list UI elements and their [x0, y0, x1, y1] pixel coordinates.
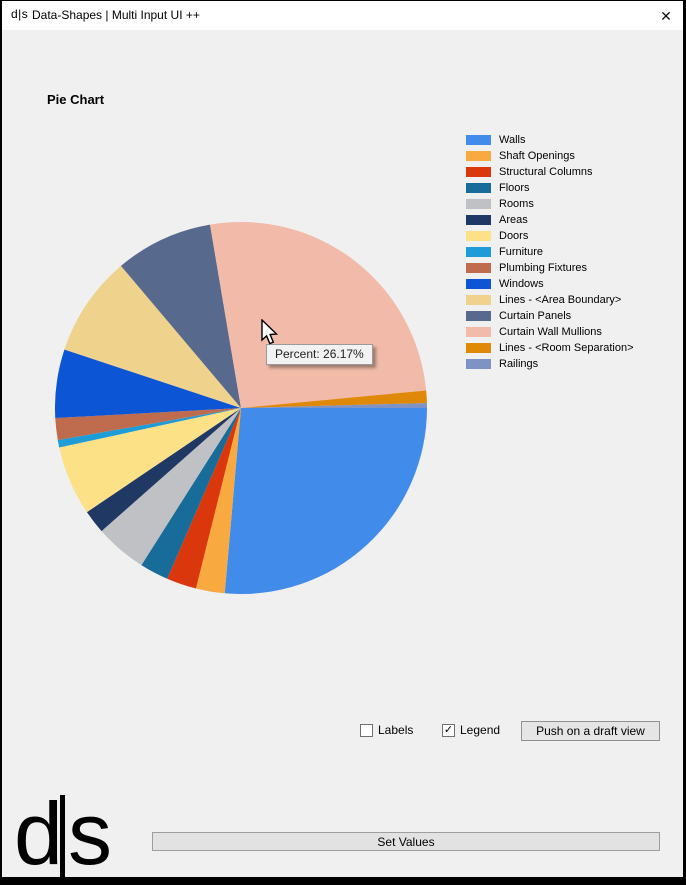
legend-swatch: [466, 295, 491, 305]
legend-swatch: [466, 343, 491, 353]
pie-slice-railings[interactable]: [241, 403, 427, 408]
title-bar: d|s Data-Shapes | Multi Input UI ++ ✕: [2, 1, 683, 30]
pie-slice-curtain-wall-mullions[interactable]: [210, 222, 427, 408]
pie-slice-plumbing-fixtures[interactable]: [55, 408, 241, 441]
pie-chart: [55, 222, 427, 594]
labels-checkbox-label: Labels: [378, 723, 414, 737]
main-content: Pie Chart Walls Shaft Openings Structural …: [2, 30, 683, 885]
legend-item: Curtain Panels: [466, 308, 676, 324]
legend-label: Curtain Panels: [499, 310, 572, 322]
legend-swatch: [466, 247, 491, 257]
legend-checkbox-label: Legend: [460, 723, 501, 737]
legend-item: Plumbing Fixtures: [466, 260, 676, 276]
labels-checkbox[interactable]: Labels: [360, 723, 413, 737]
legend-item: Curtain Wall Mullions: [466, 324, 676, 340]
legend-swatch: [466, 359, 491, 369]
legend-label: Rooms: [499, 198, 534, 210]
legend-swatch: [466, 279, 491, 289]
legend-label: Lines - <Room Separation>: [499, 342, 634, 354]
tooltip-text: Percent: 26.17%: [275, 347, 364, 361]
pie-slice-lines-area-boundary[interactable]: [64, 265, 242, 408]
pie-chart-area: [55, 222, 427, 594]
page-title: Pie Chart: [47, 92, 105, 107]
legend-label: Lines - <Area Boundary>: [499, 294, 622, 306]
legend-checkbox[interactable]: ✓ Legend: [442, 723, 500, 737]
legend-swatch: [466, 199, 491, 209]
pie-slice-rooms[interactable]: [101, 408, 241, 566]
legend-item: Floors: [466, 180, 676, 196]
legend-item: Railings: [466, 356, 676, 372]
legend-checkbox-box[interactable]: ✓: [442, 723, 455, 737]
legend-swatch: [466, 167, 491, 177]
legend-swatch: [466, 135, 491, 145]
logo-letter-d: d: [14, 784, 63, 883]
window-bottom-edge: [0, 877, 686, 885]
pie-slice-structural-columns[interactable]: [167, 408, 241, 589]
legend-label: Railings: [499, 358, 539, 370]
legend-item: Lines - <Area Boundary>: [466, 292, 676, 308]
legend-swatch: [466, 183, 491, 193]
legend-swatch: [466, 311, 491, 321]
legend-item: Areas: [466, 212, 676, 228]
push-draft-view-button[interactable]: Push on a draft view: [521, 721, 660, 741]
chart-legend: Walls Shaft Openings Structural Columns Flo…: [466, 132, 676, 372]
legend-item: Furniture: [466, 244, 676, 260]
pie-slice-curtain-panels[interactable]: [120, 224, 241, 408]
legend-swatch: [466, 263, 491, 273]
pie-slice-walls[interactable]: [224, 408, 427, 594]
legend-item: Rooms: [466, 196, 676, 212]
pie-slice-areas[interactable]: [86, 408, 241, 532]
legend-item: Shaft Openings: [466, 148, 676, 164]
labels-checkbox-box[interactable]: [360, 723, 373, 737]
window-title: Data-Shapes | Multi Input UI ++: [32, 8, 200, 22]
legend-label: Structural Columns: [499, 166, 593, 178]
legend-swatch: [466, 215, 491, 225]
legend-label: Furniture: [499, 246, 544, 258]
legend-label: Shaft Openings: [499, 150, 575, 162]
pie-slice-lines-room-separation[interactable]: [241, 390, 427, 409]
pie-slice-furniture[interactable]: [57, 408, 241, 448]
legend-label: Doors: [499, 230, 529, 242]
app-icon: d|s: [11, 7, 29, 21]
tooltip: Percent: 26.17%: [266, 344, 373, 365]
legend-item: Walls: [466, 132, 676, 148]
legend-label: Windows: [499, 278, 544, 290]
legend-label: Plumbing Fixtures: [499, 262, 588, 274]
pie-slice-floors[interactable]: [141, 408, 241, 579]
legend-swatch: [466, 231, 491, 241]
logo-letter-s: s: [68, 784, 112, 883]
logo-pipe: [60, 795, 65, 885]
legend-swatch: [466, 151, 491, 161]
data-shapes-logo: d s: [14, 790, 134, 885]
legend-item: Lines - <Room Separation>: [466, 340, 676, 356]
pie-slice-doors[interactable]: [59, 408, 241, 513]
legend-label: Areas: [499, 214, 528, 226]
legend-label: Floors: [499, 182, 530, 194]
legend-item: Windows: [466, 276, 676, 292]
legend-label: Curtain Wall Mullions: [499, 326, 602, 338]
mouse-cursor-icon: [261, 319, 279, 345]
pie-slice-windows[interactable]: [55, 349, 241, 419]
legend-label: Walls: [499, 134, 526, 146]
legend-item: Structural Columns: [466, 164, 676, 180]
legend-item: Doors: [466, 228, 676, 244]
close-icon[interactable]: ✕: [660, 7, 672, 24]
legend-swatch: [466, 327, 491, 337]
pie-slice-shaft-openings[interactable]: [195, 408, 241, 594]
set-values-button[interactable]: Set Values: [152, 832, 660, 851]
